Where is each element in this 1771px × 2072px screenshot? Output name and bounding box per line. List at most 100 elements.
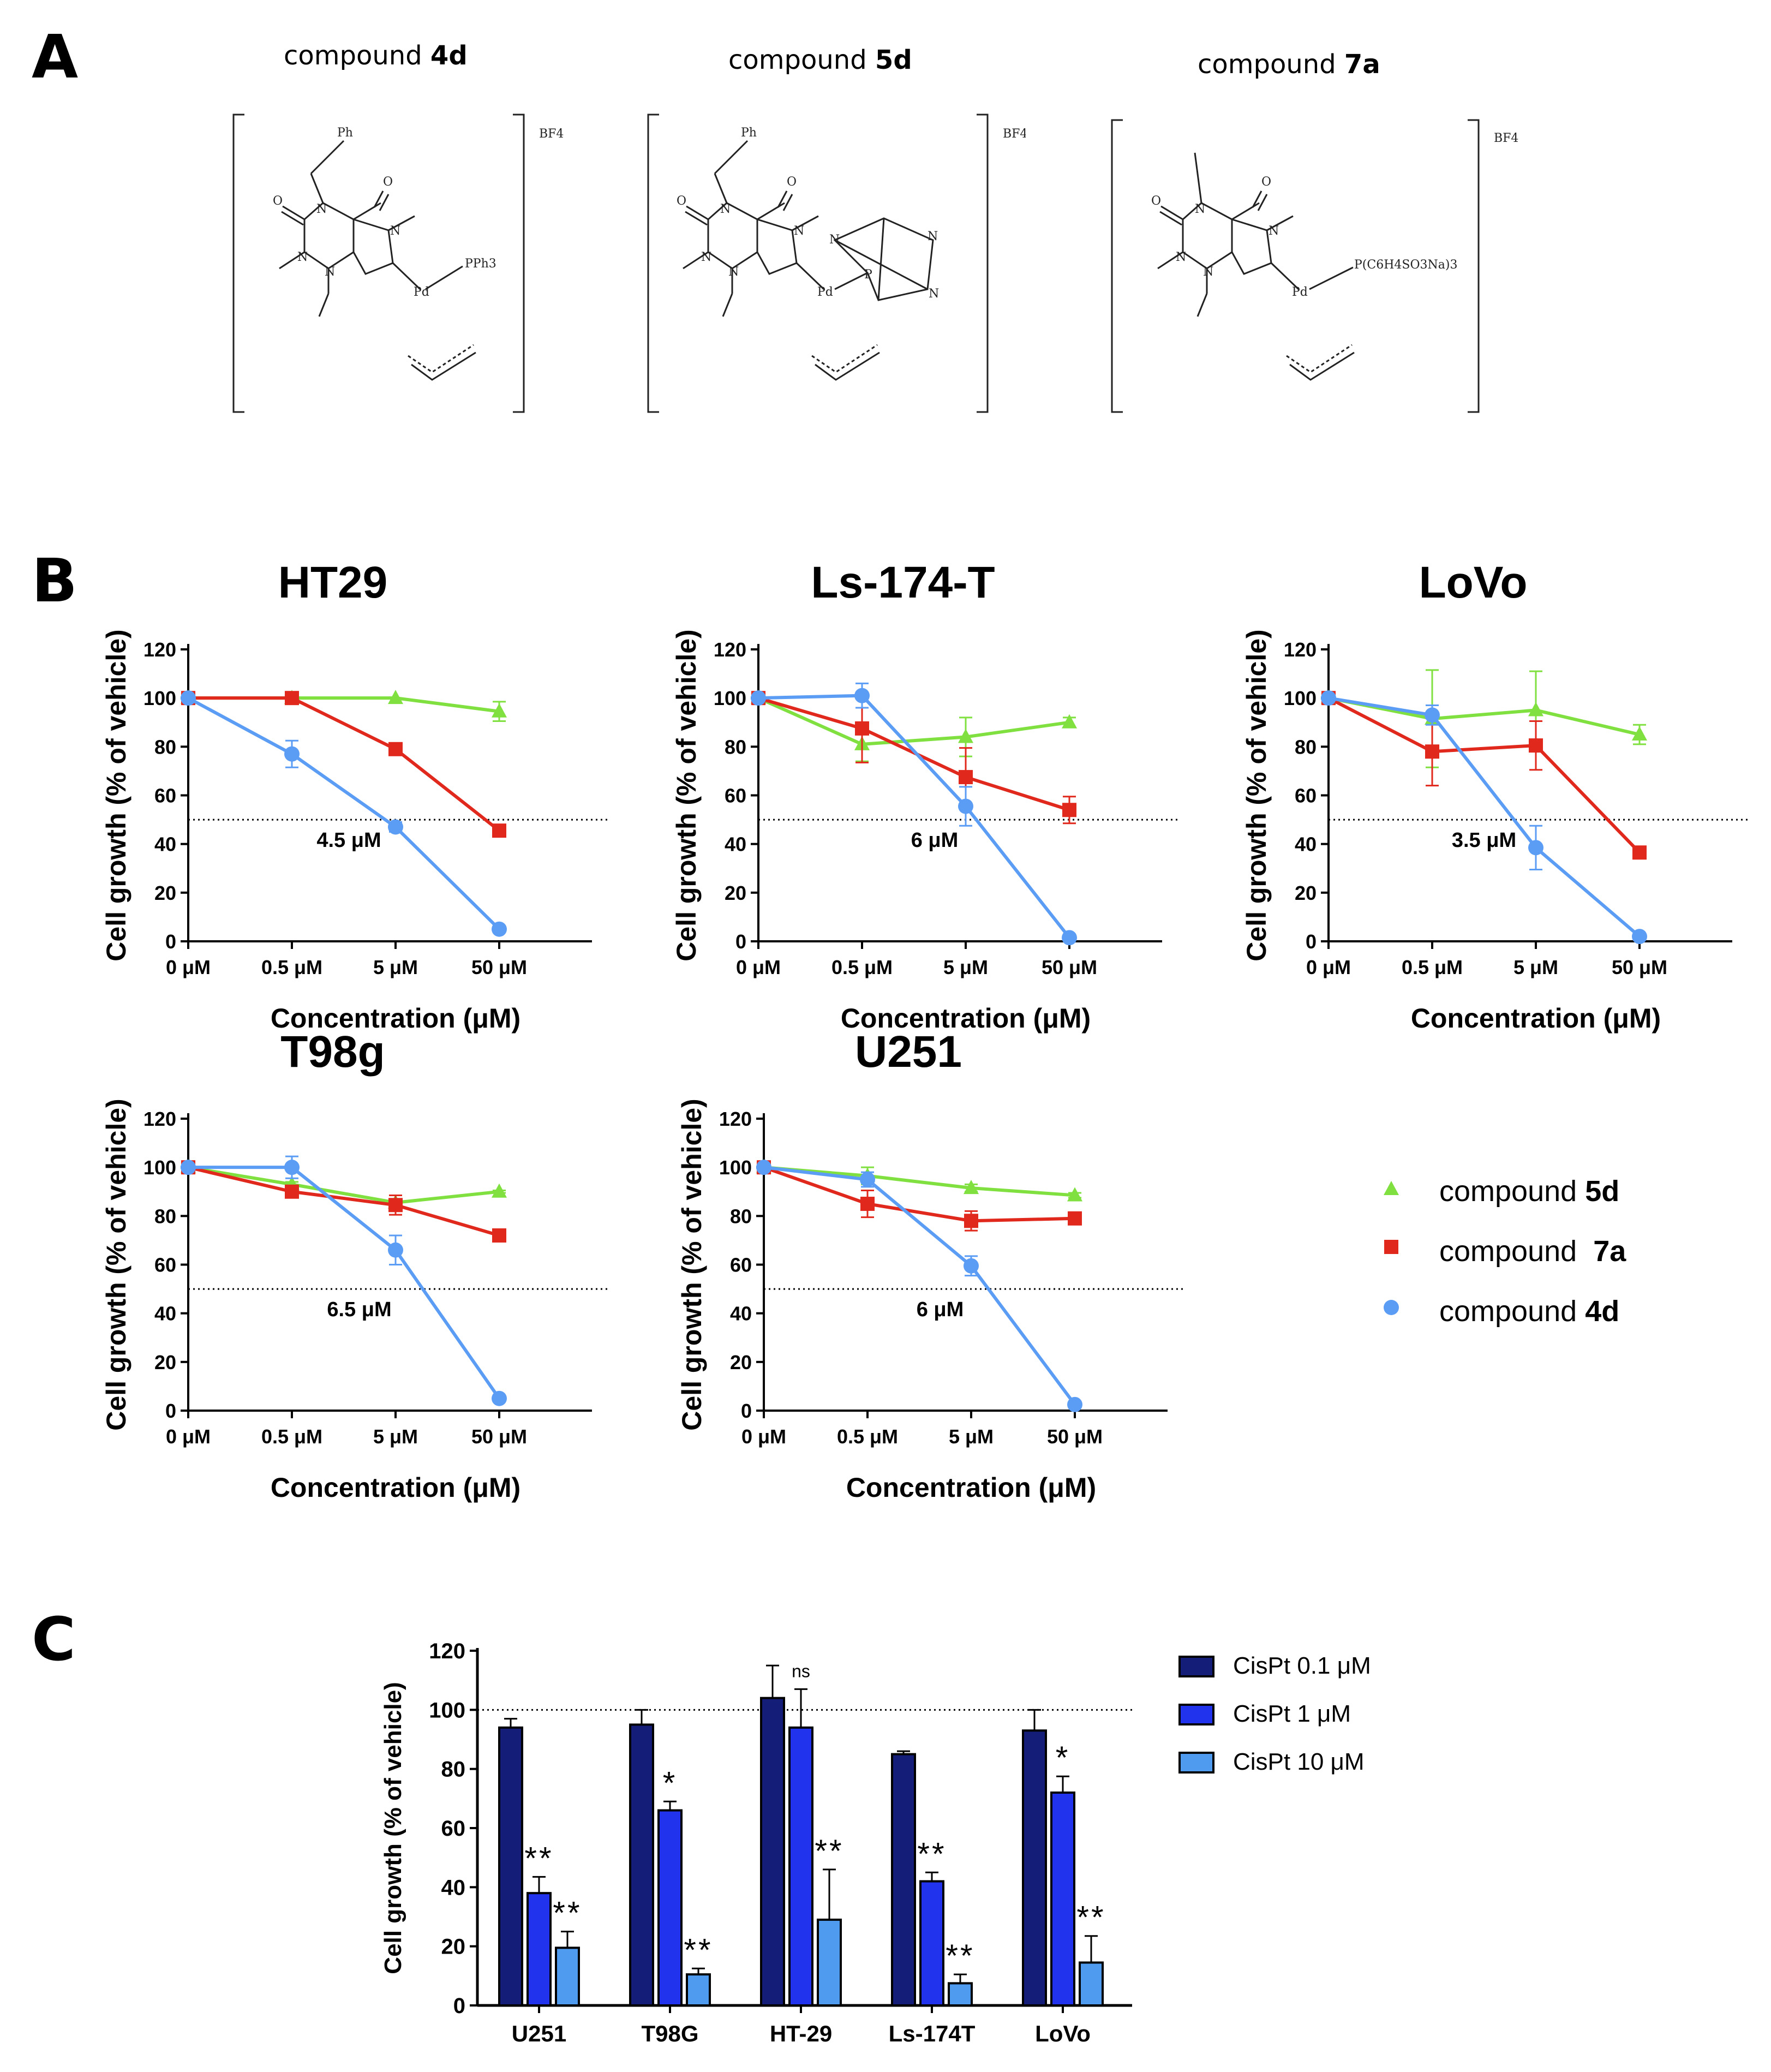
y-tick-label: 20 — [725, 882, 746, 904]
significance-marker: * — [663, 1765, 678, 1801]
data-point — [958, 798, 973, 814]
series-line — [763, 1166, 1075, 1197]
ic50-annotation: 3.5 μM — [1452, 829, 1516, 852]
x-tick-label: 5 μM — [1513, 956, 1558, 978]
legend-code: 7a — [1593, 1235, 1626, 1268]
bar — [555, 1946, 580, 2007]
x-axis-label: Concentration (μM) — [271, 1472, 520, 1503]
atom-n-label: N — [929, 287, 939, 301]
structure-title-code: 4d — [430, 40, 468, 71]
y-tick-label: 120 — [719, 1108, 752, 1130]
x-tick-label: HT-29 — [770, 2021, 832, 2046]
legend-label: CisPt 10 μM — [1233, 1748, 1365, 1775]
data-point — [181, 1160, 196, 1175]
structure-title-prefix: compound — [728, 45, 875, 75]
series-line — [188, 696, 500, 832]
structure-7a: N N N N O O Pd P(C6H4SO3Na)3 BF4 — [1111, 119, 1518, 413]
data-point — [284, 1160, 300, 1175]
y-tick-label: 0 — [1306, 930, 1317, 953]
significance-marker: ns — [792, 1661, 810, 1681]
y-tick-label: 20 — [154, 882, 176, 904]
series-line — [188, 1166, 500, 1204]
data-point — [958, 729, 973, 743]
series-line — [763, 1166, 1076, 1406]
y-tick-label: 20 — [730, 1351, 752, 1374]
phosphine-label: P(C6H4SO3Na)3 — [1354, 258, 1457, 272]
legend-swatch — [1178, 1704, 1214, 1725]
data-point — [964, 1214, 978, 1228]
x-tick-label: 5 μM — [943, 956, 988, 978]
data-point — [492, 921, 507, 937]
atom-n-label: N — [316, 202, 327, 216]
chart-title: HT29 — [278, 558, 388, 607]
bar — [891, 1753, 916, 2007]
y-tick-label: 60 — [730, 1254, 752, 1276]
data-point — [1067, 1187, 1082, 1202]
data-point — [492, 823, 506, 838]
atom-n-label: N — [390, 224, 400, 238]
legend-label: CisPt 0.1 μM — [1233, 1652, 1371, 1679]
legend-circle-marker — [1384, 1300, 1399, 1315]
data-point — [285, 1184, 299, 1199]
chart-title: T98g — [280, 1027, 385, 1077]
x-tick-label: 50 μM — [1047, 1425, 1103, 1448]
y-tick-label: 60 — [1295, 785, 1317, 807]
data-point — [1068, 1211, 1082, 1226]
data-point — [1062, 930, 1077, 946]
y-tick-label: 80 — [154, 736, 176, 758]
data-point — [388, 819, 403, 835]
counter-ion-label: BF4 — [539, 127, 564, 141]
counter-ion-label: BF4 — [1003, 127, 1026, 141]
data-point — [492, 1183, 507, 1198]
atom-n-label: N — [1195, 202, 1205, 216]
line-chart-ht29: HT29 0 20 40 60 80 100 120 0 μM 0.5 μM 5 μM 50 μM Co… — [101, 558, 608, 1034]
data-point — [1529, 738, 1543, 753]
series-line — [1328, 696, 1641, 938]
bar — [817, 1918, 842, 2007]
atom-o-label: O — [787, 175, 797, 189]
atom-n-label: N — [794, 224, 804, 238]
data-point — [1067, 1396, 1082, 1412]
series-line — [188, 1166, 501, 1400]
significance-marker: * — [1056, 1740, 1070, 1776]
series-line — [758, 696, 1070, 812]
bar — [948, 1982, 973, 2007]
panel-label-b: B — [32, 546, 77, 616]
data-point — [756, 1160, 771, 1175]
counter-ion-label: BF4 — [1494, 132, 1518, 145]
data-point — [964, 1258, 979, 1274]
x-tick-label: T98G — [641, 2021, 698, 2046]
x-tick-label: 0.5 μM — [1402, 956, 1463, 978]
chart-title: Ls-174-T — [811, 558, 995, 607]
x-tick-label: 50 μM — [1042, 956, 1097, 978]
y-tick-label: 80 — [154, 1205, 176, 1227]
bar — [1022, 1729, 1047, 2007]
y-axis-label: Cell growth (% of vehicle) — [101, 629, 131, 961]
y-tick-label: 0 — [453, 1994, 465, 2018]
structure-title-code: 5d — [875, 45, 912, 75]
y-tick-label: 60 — [725, 785, 746, 807]
significance-marker: ** — [815, 1834, 843, 1869]
bar — [629, 1723, 654, 2007]
atom-pd-label: Pd — [817, 285, 833, 299]
data-point — [1632, 929, 1647, 945]
bar — [526, 1892, 552, 2007]
x-tick-label: 5 μM — [949, 1425, 994, 1448]
y-tick-label: 120 — [429, 1639, 465, 1663]
data-point — [1062, 803, 1076, 817]
structure-title-4d: compound 4d — [284, 40, 468, 71]
data-point — [855, 721, 869, 736]
data-point — [1425, 744, 1439, 759]
atom-n-label: N — [720, 202, 731, 216]
atom-n-label: N — [1203, 265, 1213, 279]
bar — [686, 1973, 711, 2007]
x-tick-label: Ls-174T — [889, 2021, 976, 2046]
atom-o-label: O — [677, 194, 686, 208]
bar-chart-cisplatin: 020406080100120****U251***T98Gns**HT-29*… — [380, 1639, 1132, 2068]
data-point — [181, 690, 196, 706]
series-line — [188, 696, 500, 713]
chart-title: LoVo — [1419, 558, 1528, 607]
line-chart-ls174t: Ls-174-T 0 20 40 60 80 100 120 0 μM 0.5 μM 5 μM 50 … — [671, 558, 1178, 1034]
line-chart-u251: U251 0 20 40 60 80 100 120 0 μM 0.5 μM 5 μM 50 μM Co… — [677, 1027, 1184, 1503]
legend-triangle-marker — [1384, 1181, 1399, 1195]
